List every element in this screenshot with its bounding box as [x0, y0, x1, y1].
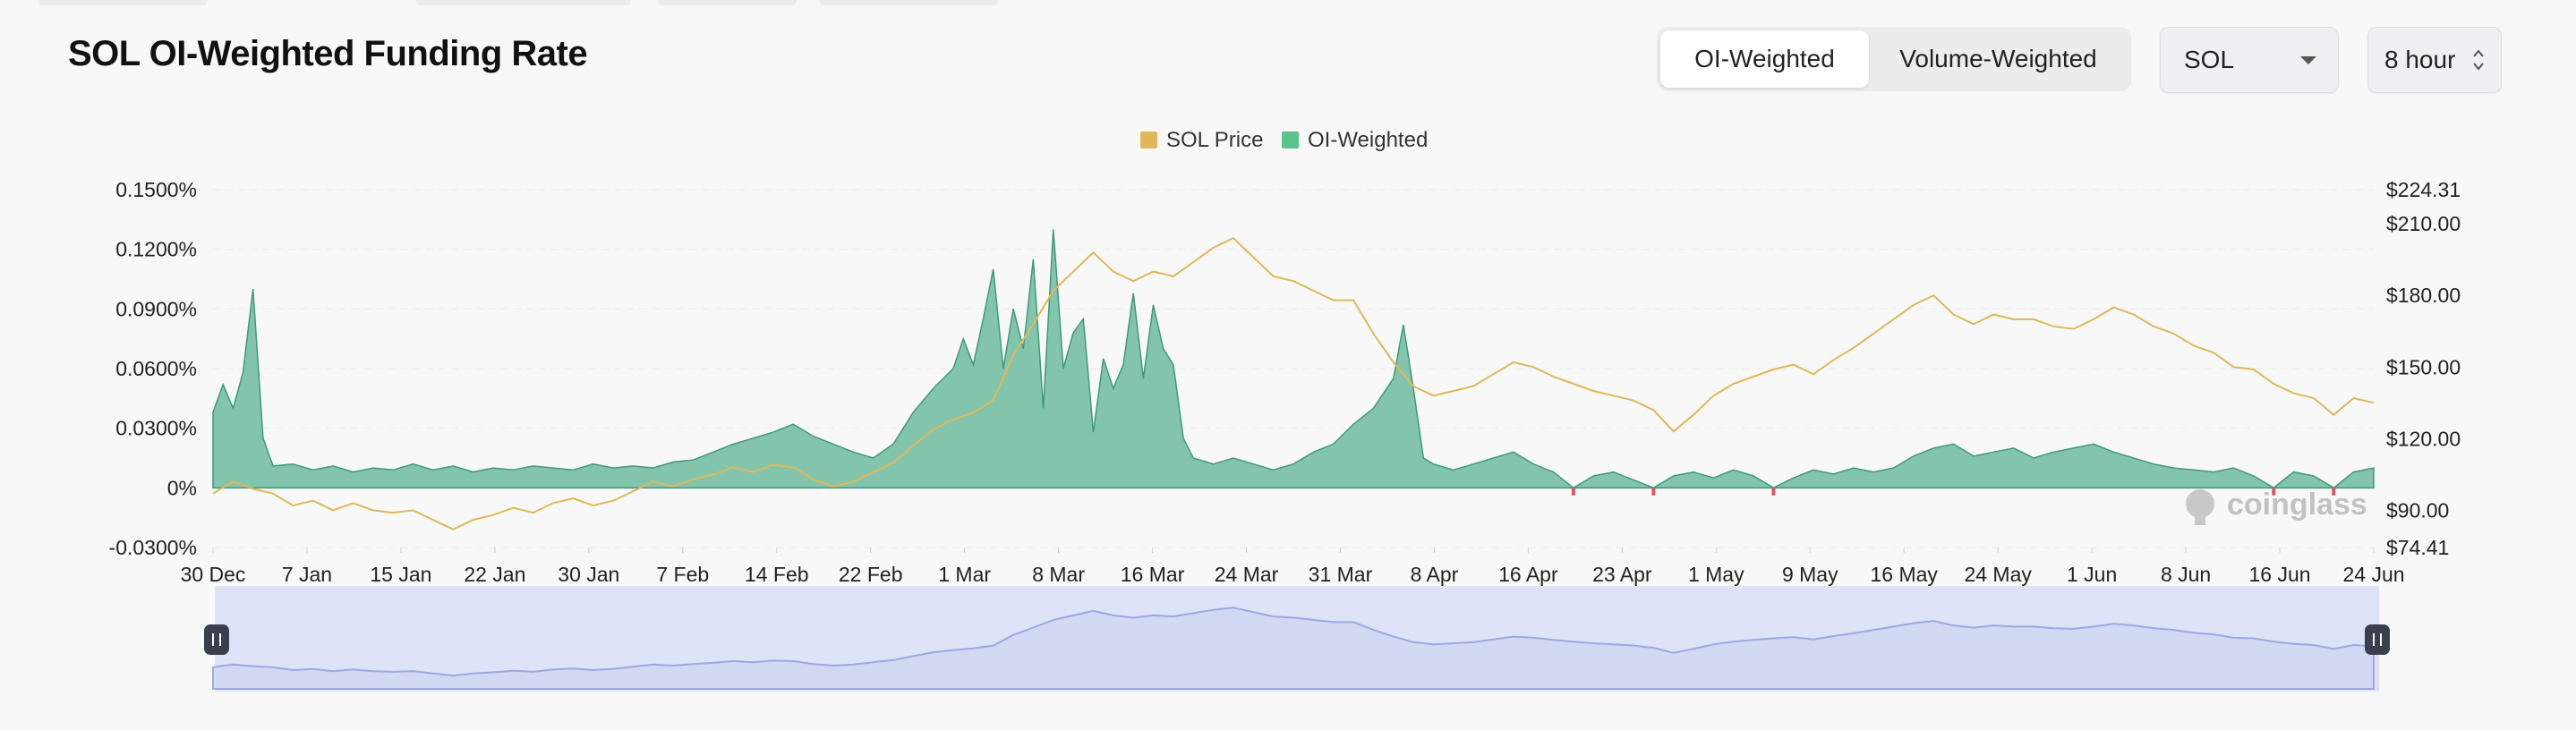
right-handle-body[interactable]	[2365, 624, 2390, 655]
coin-select[interactable]: SOL	[2160, 27, 2339, 93]
range-navigator	[204, 586, 2390, 692]
interval-select-value: 8 hour	[2384, 46, 2456, 73]
chart-legend: SOL Price OI-Weighted	[1140, 128, 1428, 152]
x-tick-label: 24 May	[1964, 563, 2032, 586]
x-tick-label: 1 Jun	[2067, 563, 2117, 586]
grid-lines	[213, 189, 2374, 548]
left-handle-body[interactable]	[204, 624, 229, 655]
x-tick-label: 16 May	[1870, 563, 1938, 586]
legend-label-oi[interactable]: OI-Weighted	[1308, 128, 1428, 152]
y-left-tick-label: 0.0900%	[115, 297, 197, 320]
price-series	[212, 237, 2375, 531]
y-right-tick-label: $90.00	[2386, 498, 2449, 522]
x-tick-label: 30 Jan	[558, 563, 619, 586]
y-right-tick-label: $180.00	[2386, 284, 2461, 307]
navigator-right-handle[interactable]	[2365, 624, 2390, 655]
volume-weighted-button[interactable]: Volume-Weighted	[1869, 30, 2128, 88]
y-left-tick-label: 0.1200%	[115, 238, 197, 261]
x-tick-label: 31 Mar	[1309, 563, 1373, 586]
watermark-logo-stem	[2195, 514, 2205, 525]
up-down-chevron-icon	[2473, 49, 2484, 71]
legend-swatch-oi	[1282, 132, 1299, 149]
y-left-tick-label: 0.0600%	[115, 357, 197, 380]
funding-negative-bar	[1651, 488, 1656, 496]
x-tick-label: 8 Jun	[2161, 563, 2211, 586]
legend-label-price[interactable]: SOL Price	[1166, 128, 1263, 152]
x-tick-label: 16 Mar	[1121, 563, 1185, 586]
x-tick-label: 8 Mar	[1032, 563, 1085, 586]
top-tab-stub	[658, 0, 797, 5]
y-right-tick-label: $74.41	[2386, 536, 2449, 559]
x-tick-label: 8 Apr	[1411, 563, 1459, 586]
legend-swatch-price	[1140, 132, 1157, 149]
navigator-price-line	[212, 607, 2375, 690]
y-axis-left: 0.1500% 0.1200% 0.0900% 0.0600% 0.0300% 0% -0.…	[109, 178, 197, 559]
navigator-left-handle[interactable]	[204, 624, 229, 655]
funding-negative-bar	[1771, 488, 1776, 496]
x-tick-label: 1 Mar	[938, 563, 991, 586]
watermark-logo-icon	[2186, 489, 2214, 518]
x-tick-label: 15 Jan	[370, 563, 431, 586]
y-right-tick-label: $210.00	[2386, 212, 2461, 235]
x-axis: 30 Dec 7 Jan 15 Jan 22 Jan 30 Jan 7 Feb 14 Feb…	[181, 548, 2405, 586]
y-left-tick-label: 0.1500%	[115, 178, 197, 201]
y-right-tick-label: $120.00	[2386, 427, 2461, 450]
funding-negative-bar	[2272, 488, 2276, 496]
x-tick-label: 30 Dec	[181, 563, 246, 586]
funding-area-positive	[212, 229, 2375, 489]
x-tick-label: 16 Jun	[2249, 563, 2311, 586]
price-line	[212, 237, 2375, 531]
y-right-tick-label: $224.31	[2386, 178, 2461, 201]
coin-select-value: SOL	[2184, 46, 2235, 73]
x-tick-label: 22 Jan	[464, 563, 525, 586]
y-left-tick-label: 0%	[167, 476, 197, 499]
funding-series	[212, 229, 2375, 496]
x-tick-label: 23 Apr	[1592, 563, 1652, 586]
y-left-tick-label: -0.0300%	[109, 536, 197, 559]
top-tab-stub	[416, 0, 631, 5]
x-tick-label: 24 Jun	[2342, 563, 2404, 586]
x-tick-label: 7 Jan	[282, 563, 332, 586]
x-tick-label: 14 Feb	[745, 563, 809, 586]
y-axis-right: $224.31 $210.00 $180.00 $150.00 $120.00 $90.0…	[2386, 178, 2461, 559]
x-tick-label: 7 Feb	[656, 563, 709, 586]
x-tick-label: 16 Apr	[1498, 563, 1558, 586]
funding-negative-bar	[1571, 488, 1575, 496]
y-right-tick-label: $150.00	[2386, 355, 2461, 378]
funding-negative-bar	[2332, 488, 2336, 496]
interval-select[interactable]: 8 hour	[2367, 27, 2502, 93]
oi-weighted-button[interactable]: OI-Weighted	[1660, 30, 1869, 88]
weighting-toggle: OI-Weighted Volume-Weighted	[1657, 27, 2131, 91]
x-tick-label: 9 May	[1782, 563, 1838, 586]
top-tab-stub	[819, 0, 998, 5]
watermark-text: coinglass	[2227, 488, 2367, 522]
chevron-down-icon	[2300, 56, 2316, 64]
page-title: SOL OI-Weighted Funding Rate	[68, 34, 588, 73]
y-left-tick-label: 0.0300%	[115, 417, 197, 440]
x-tick-label: 1 May	[1688, 563, 1744, 586]
x-tick-label: 22 Feb	[839, 563, 903, 586]
top-tab-stub	[38, 0, 208, 5]
x-tick-label: 24 Mar	[1215, 563, 1279, 586]
coinglass-watermark: coinglass	[2186, 488, 2367, 525]
